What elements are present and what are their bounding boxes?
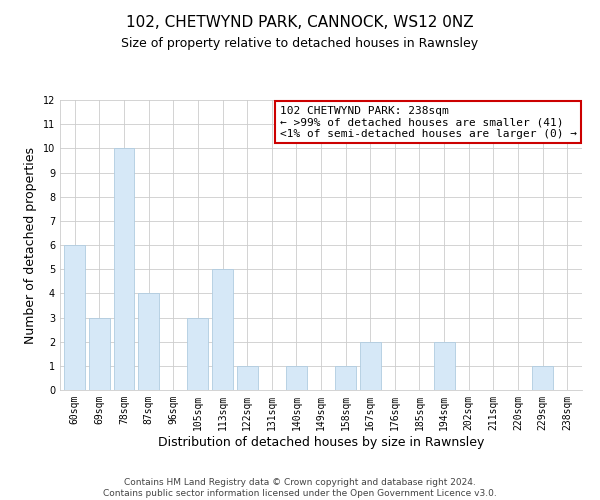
X-axis label: Distribution of detached houses by size in Rawnsley: Distribution of detached houses by size … [158, 436, 484, 448]
Y-axis label: Number of detached properties: Number of detached properties [24, 146, 37, 344]
Bar [286, 366, 307, 390]
Bar [434, 342, 455, 390]
Bar [113, 148, 134, 390]
Text: 102 CHETWYND PARK: 238sqm
← >99% of detached houses are smaller (41)
<1% of semi: 102 CHETWYND PARK: 238sqm ← >99% of deta… [280, 106, 577, 139]
Text: 102, CHETWYND PARK, CANNOCK, WS12 0NZ: 102, CHETWYND PARK, CANNOCK, WS12 0NZ [126, 15, 474, 30]
Bar [236, 366, 257, 390]
Bar [187, 318, 208, 390]
Bar [212, 269, 233, 390]
Bar [138, 294, 159, 390]
Bar [360, 342, 381, 390]
Bar [89, 318, 110, 390]
Text: Size of property relative to detached houses in Rawnsley: Size of property relative to detached ho… [121, 38, 479, 51]
Text: Contains HM Land Registry data © Crown copyright and database right 2024.
Contai: Contains HM Land Registry data © Crown c… [103, 478, 497, 498]
Bar [64, 245, 85, 390]
Bar [335, 366, 356, 390]
Bar [532, 366, 553, 390]
